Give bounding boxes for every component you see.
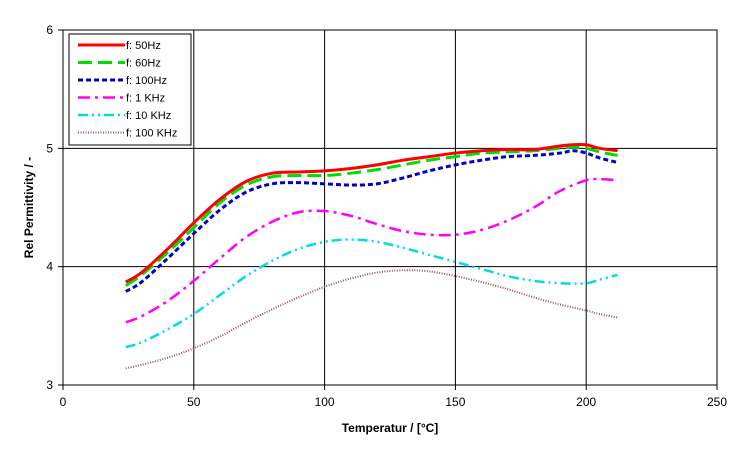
series-lines — [124, 142, 618, 370]
series-line-3 — [125, 149, 618, 293]
series-line-2 — [124, 145, 618, 287]
x-axis-title: Temperatur / [°C] — [342, 421, 439, 435]
x-tick-label: 100 — [315, 395, 335, 409]
x-axis-ticks: 0 50 100 150 200 250 — [60, 385, 727, 409]
plot-area-frame — [62, 29, 718, 386]
y-tick-label: 5 — [46, 141, 53, 155]
y-axis-title: Rel Permittivity / - — [22, 157, 36, 258]
y-axis-ticks: 3 4 5 6 — [46, 23, 63, 392]
x-tick-label: 150 — [445, 395, 465, 409]
legend-label-1: f: 50Hz — [126, 40, 161, 52]
x-tick-label: 200 — [576, 395, 596, 409]
legend-label-5: f: 10 KHz — [126, 110, 171, 122]
x-tick-label: 0 — [60, 395, 67, 409]
y-tick-label: 4 — [46, 260, 53, 274]
legend-box — [68, 33, 192, 146]
series-line-4 — [125, 177, 618, 324]
x-tick-label: 50 — [187, 395, 201, 409]
x-tick-label: 250 — [707, 395, 727, 409]
series-line-5 — [125, 238, 618, 349]
legend-label-6: f: 100 KHz — [126, 128, 177, 140]
y-tick-label: 6 — [46, 23, 53, 37]
series-line-6 — [125, 269, 618, 370]
legend-label-3: f: 100Hz — [126, 75, 167, 87]
legend-label-2: f: 60Hz — [126, 58, 161, 70]
series-line-1 — [125, 142, 618, 284]
legend: f: 50Hz f: 60Hz f: 100Hz f: 1 KHz f: 10 KHz f… — [68, 33, 192, 146]
y-tick-label: 3 — [46, 378, 53, 392]
legend-label-4: f: 1 KHz — [126, 93, 165, 105]
